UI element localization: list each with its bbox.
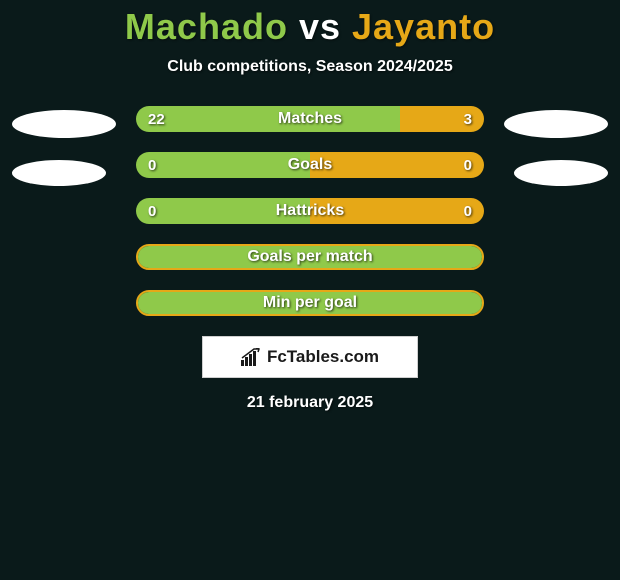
source-logo-box: FcTables.com xyxy=(202,336,418,378)
left-ellipse-column xyxy=(12,106,122,186)
comparison-widget: Machado vs Jayanto Club competitions, Se… xyxy=(0,0,620,412)
stat-bars: Matches223 Goals00 Hattricks00 Goals per ma… xyxy=(136,106,484,316)
player2-flag-placeholder xyxy=(514,160,608,186)
player2-badge-placeholder xyxy=(504,110,608,138)
stat-bar: Hattricks00 xyxy=(136,198,484,224)
stat-bar: Min per goal xyxy=(136,290,484,316)
subtitle: Club competitions, Season 2024/2025 xyxy=(167,58,452,76)
page-title: Machado vs Jayanto xyxy=(125,6,495,48)
main-row: Matches223 Goals00 Hattricks00 Goals per ma… xyxy=(0,106,620,316)
title-player1: Machado xyxy=(125,6,288,47)
stat-bar: Goals00 xyxy=(136,152,484,178)
date-text: 21 february 2025 xyxy=(247,394,373,412)
stat-bar: Goals per match xyxy=(136,244,484,270)
player1-flag-placeholder xyxy=(12,160,106,186)
right-ellipse-column xyxy=(498,106,608,186)
title-player2: Jayanto xyxy=(352,6,495,47)
source-logo-text: FcTables.com xyxy=(267,347,379,367)
stat-bar: Matches223 xyxy=(136,106,484,132)
title-vs: vs xyxy=(299,6,341,47)
player1-badge-placeholder xyxy=(12,110,116,138)
fctables-icon xyxy=(241,348,261,366)
